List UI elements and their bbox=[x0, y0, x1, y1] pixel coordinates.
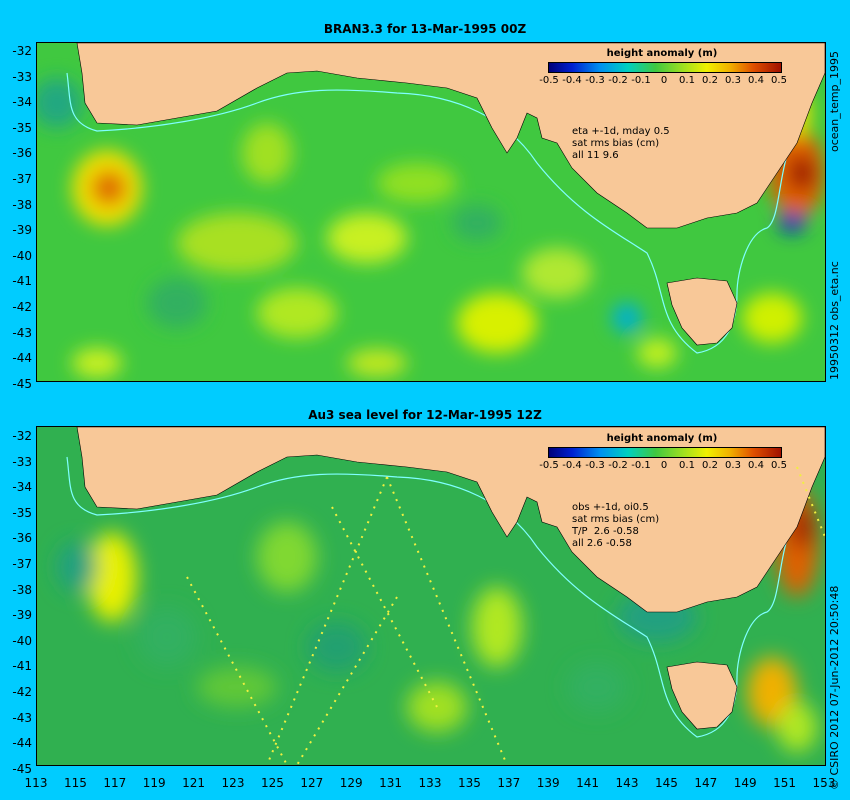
colorbar-tick-label: -0.1 bbox=[631, 75, 651, 86]
lat-tick-label: -35 bbox=[12, 505, 32, 520]
anomaly-field bbox=[37, 78, 825, 378]
lat-tick-label: -40 bbox=[12, 248, 32, 263]
lon-tick-label: 119 bbox=[142, 776, 166, 790]
lat-tick-label: -45 bbox=[12, 761, 32, 776]
lat-tick-label: -44 bbox=[12, 736, 32, 751]
colorbar-tick-label: 0.1 bbox=[679, 460, 695, 471]
lat-tick-label: -41 bbox=[12, 659, 32, 674]
lat-tick-label: -37 bbox=[12, 557, 32, 571]
lon-tick-label: 127 bbox=[300, 776, 324, 790]
shelf-contour bbox=[66, 436, 818, 738]
lat-tick-label: -33 bbox=[12, 454, 32, 469]
colorbar-tick-label: 0 bbox=[660, 75, 668, 86]
colorbar-tick-label: -0.5 bbox=[539, 460, 559, 471]
lon-tick-label: 129 bbox=[339, 776, 363, 790]
colorbar-tick-label: -0.1 bbox=[631, 460, 651, 471]
panel2-note-3: T/P 2.6 -0.58 bbox=[572, 526, 639, 537]
lon-tick-label: 115 bbox=[63, 776, 87, 790]
panel2-note-4: all 2.6 -0.58 bbox=[572, 538, 632, 549]
colorbar-tick-label: 0.4 bbox=[748, 460, 764, 471]
colorbar-tick-label: 0.2 bbox=[702, 460, 718, 471]
lat-tick-label: -43 bbox=[12, 325, 32, 340]
lat-tick-label: -39 bbox=[12, 608, 32, 623]
australia-land bbox=[76, 427, 825, 613]
australia-land bbox=[76, 43, 825, 229]
shelf-contour bbox=[66, 52, 818, 354]
panel1-map bbox=[36, 42, 826, 382]
lon-tick-label: 147 bbox=[694, 776, 718, 790]
colorbar-tick-label: -0.3 bbox=[585, 75, 605, 86]
lon-tick-label: 139 bbox=[536, 776, 560, 790]
lat-tick-label: -34 bbox=[12, 95, 32, 110]
lon-tick-label: 137 bbox=[497, 776, 521, 790]
lat-tick-label: -42 bbox=[12, 685, 32, 699]
panel1-side-label-lower: 19950312 obs_eta.nc bbox=[828, 261, 841, 380]
lat-tick-label: -34 bbox=[12, 480, 32, 495]
panel2-note-1: obs +-1d, oi0.5 bbox=[572, 502, 649, 513]
lon-tick-label: 125 bbox=[260, 776, 284, 790]
lat-tick-label: -36 bbox=[12, 146, 32, 161]
tasmania-land bbox=[666, 661, 738, 730]
lon-tick-label: 131 bbox=[379, 776, 403, 790]
lat-tick-label: -38 bbox=[12, 582, 32, 597]
lat-tick-label: -39 bbox=[12, 223, 32, 238]
lon-tick-label: 151 bbox=[773, 776, 797, 790]
colorbar-tick-label: -0.2 bbox=[608, 75, 628, 86]
colorbar-tick-label: 0 bbox=[660, 460, 668, 471]
panel1-title: BRAN3.3 for 13-Mar-1995 00Z bbox=[323, 22, 527, 36]
lat-tick-label: -42 bbox=[12, 300, 32, 314]
colorbar-tick-label: -0.4 bbox=[562, 460, 582, 471]
lat-tick-label: -40 bbox=[12, 633, 32, 648]
colorbar-tick-label: 0.5 bbox=[771, 460, 787, 471]
lat-tick-label: -45 bbox=[12, 376, 32, 391]
lat-tick-label: -35 bbox=[12, 120, 32, 135]
colorbar-tick-label: 0.2 bbox=[702, 75, 718, 86]
panel1-map-canvas bbox=[37, 43, 825, 381]
lat-tick-label: -38 bbox=[12, 197, 32, 212]
lat-tick-label: -44 bbox=[12, 351, 32, 366]
colorbar-tick-label: 0.3 bbox=[725, 460, 741, 471]
lat-tick-label: -32 bbox=[12, 44, 32, 58]
lon-tick-label: 123 bbox=[221, 776, 245, 790]
satellite-tracks bbox=[186, 466, 825, 765]
colorbar-tick-label: -0.2 bbox=[608, 460, 628, 471]
lon-tick-label: 117 bbox=[103, 776, 127, 790]
panel1-note-1: eta +-1d, mday 0.5 bbox=[572, 126, 670, 137]
panel2-side-label: © CSIRO 2012 07-Jun-2012 20:50:48 bbox=[828, 585, 841, 790]
lat-tick-label: -37 bbox=[12, 172, 32, 186]
lon-tick-label: 149 bbox=[733, 776, 757, 790]
colorbar-tick-label: 0.4 bbox=[748, 75, 764, 86]
lat-tick-label: -32 bbox=[12, 429, 32, 443]
colorbar-tick-label: 0.1 bbox=[679, 75, 695, 86]
lon-tick-label: 141 bbox=[576, 776, 600, 790]
panel2-title: Au3 sea level for 12-Mar-1995 12Z bbox=[308, 408, 542, 422]
panel2-note-2: sat rms bias (cm) bbox=[572, 514, 660, 525]
colorbar-tick-label: -0.4 bbox=[562, 75, 582, 86]
panel1-colorbar-title: height anomaly (m) bbox=[606, 48, 718, 59]
lat-tick-label: -33 bbox=[12, 69, 32, 84]
lat-tick-label: -36 bbox=[12, 531, 32, 546]
colorbar-tick-label: 0.5 bbox=[771, 75, 787, 86]
lon-tick-label: 145 bbox=[654, 776, 678, 790]
lon-tick-label: 153 bbox=[812, 776, 836, 790]
colorbar-tick-label: 0.3 bbox=[725, 75, 741, 86]
lat-tick-label: -43 bbox=[12, 710, 32, 725]
panel2-colorbar-title: height anomaly (m) bbox=[606, 433, 718, 444]
colorbar-tick-label: -0.3 bbox=[585, 460, 605, 471]
panel2-map bbox=[36, 426, 826, 766]
tasmania-land bbox=[666, 277, 738, 346]
lon-tick-label: 143 bbox=[615, 776, 639, 790]
panel2-colorbar bbox=[548, 447, 782, 458]
lon-tick-label: 135 bbox=[457, 776, 481, 790]
panel1-colorbar bbox=[548, 62, 782, 73]
lon-tick-label: 113 bbox=[24, 776, 48, 790]
lat-tick-label: -41 bbox=[12, 274, 32, 289]
panel1-note-3: all 11 9.6 bbox=[572, 150, 619, 161]
colorbar-tick-label: -0.5 bbox=[539, 75, 559, 86]
panel1-note-2: sat rms bias (cm) bbox=[572, 138, 660, 149]
panel2-map-canvas bbox=[37, 427, 825, 765]
panel1-side-label: ocean_temp_1995 bbox=[828, 50, 841, 152]
lon-tick-label: 121 bbox=[182, 776, 206, 790]
lon-tick-label: 133 bbox=[418, 776, 442, 790]
